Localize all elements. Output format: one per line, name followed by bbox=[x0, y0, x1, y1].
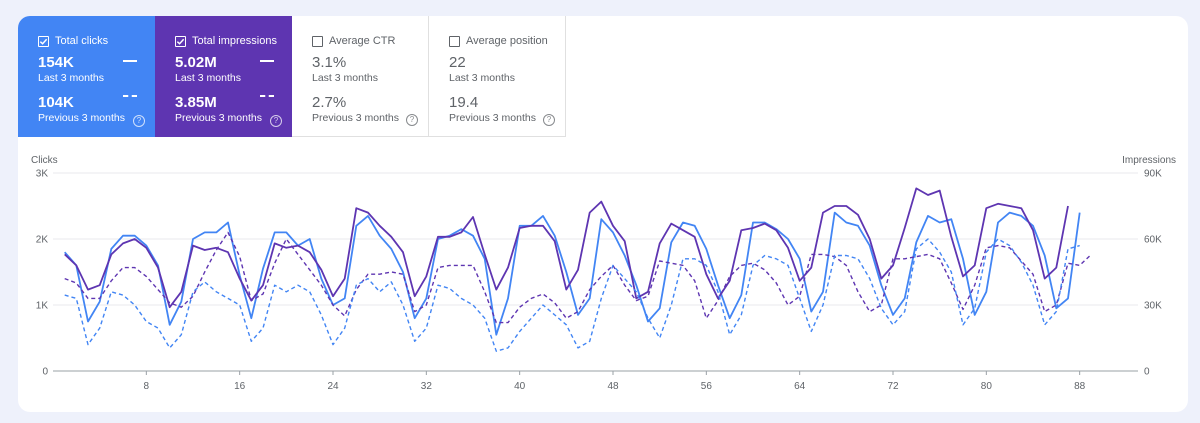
y-ticks-right: 0 30K 60K 90K bbox=[1144, 169, 1162, 378]
checkbox-unchecked-icon[interactable] bbox=[312, 35, 323, 47]
solid-line-legend-icon bbox=[260, 60, 274, 62]
checkbox-unchecked-icon[interactable] bbox=[449, 35, 460, 47]
x-tick-label: 80 bbox=[981, 381, 993, 392]
grid-lines bbox=[53, 172, 1138, 372]
series-line-total-clicks-previous bbox=[64, 238, 1080, 352]
checkbox-checked-icon[interactable] bbox=[38, 35, 49, 47]
y-tick-label-left: 3K bbox=[36, 169, 49, 180]
y-tick-label-left: 1K bbox=[36, 301, 49, 312]
metric-previous-value: 2.7% bbox=[312, 94, 347, 111]
chart-svg: Clicks Impressions 0 1K 2K 3K 0 30K 60K 90K 8 1… bbox=[31, 155, 1176, 392]
metric-label: Average CTR bbox=[329, 35, 396, 47]
x-tick-label: 48 bbox=[607, 381, 619, 392]
x-ticks: 8 16 24 32 40 48 56 64 72 80 88 bbox=[144, 371, 1086, 392]
metric-previous-value: 19.4 bbox=[449, 94, 479, 111]
metric-current-label: Last 3 months bbox=[449, 72, 515, 84]
help-icon[interactable]: ? bbox=[270, 115, 282, 127]
y-tick-label-left: 0 bbox=[42, 367, 48, 378]
metric-previous-value: 3.85M bbox=[175, 94, 217, 111]
metric-current-value: 5.02M bbox=[175, 54, 217, 71]
x-tick-label: 64 bbox=[794, 381, 806, 392]
metric-previous-value: 104K bbox=[38, 94, 74, 111]
y-tick-label-right: 30K bbox=[1144, 301, 1162, 312]
y-axis-title-left: Clicks bbox=[31, 155, 58, 166]
x-tick-label: 8 bbox=[144, 381, 150, 392]
metric-current-value: 3.1% bbox=[312, 54, 347, 71]
metric-current-value: 22 bbox=[449, 54, 466, 71]
metric-label: Total clicks bbox=[55, 35, 109, 47]
metric-current-label: Last 3 months bbox=[175, 72, 241, 84]
metric-previous-label: Previous 3 months bbox=[38, 112, 125, 124]
metric-previous-label: Previous 3 months bbox=[449, 112, 536, 124]
x-tick-label: 24 bbox=[327, 381, 339, 392]
metric-current-label: Last 3 months bbox=[38, 72, 104, 84]
metric-label: Total impressions bbox=[192, 35, 277, 47]
metric-average-position[interactable]: Average position 22 Last 3 months 19.4 P… bbox=[429, 16, 566, 137]
y-tick-label-right: 90K bbox=[1144, 169, 1162, 180]
y-tick-label-left: 2K bbox=[36, 235, 49, 246]
solid-line-legend-icon bbox=[123, 60, 137, 62]
y-tick-label-right: 0 bbox=[1144, 367, 1150, 378]
metric-tabs: Total clicks 154K Last 3 months 104K Pre… bbox=[18, 16, 566, 137]
checkbox-checked-icon[interactable] bbox=[175, 35, 186, 47]
x-tick-label: 16 bbox=[234, 381, 246, 392]
y-ticks-left: 0 1K 2K 3K bbox=[36, 169, 49, 378]
dashed-line-legend-icon bbox=[123, 95, 137, 97]
metric-average-ctr[interactable]: Average CTR 3.1% Last 3 months 2.7% Prev… bbox=[292, 16, 429, 137]
series-line-total-clicks bbox=[64, 211, 1081, 336]
help-icon[interactable]: ? bbox=[406, 114, 418, 126]
metric-total-clicks[interactable]: Total clicks 154K Last 3 months 104K Pre… bbox=[18, 16, 155, 137]
metric-previous-label: Previous 3 months bbox=[312, 112, 399, 124]
x-tick-label: 72 bbox=[887, 381, 899, 392]
performance-card: Total clicks 154K Last 3 months 104K Pre… bbox=[18, 16, 1188, 412]
y-axis-title-right: Impressions bbox=[1122, 155, 1176, 166]
series-lines bbox=[64, 187, 1092, 352]
series-line-total-impressions bbox=[64, 187, 1069, 309]
x-tick-label: 32 bbox=[421, 381, 433, 392]
series-line-total-impressions-previous bbox=[64, 231, 1092, 324]
performance-chart[interactable]: Clicks Impressions 0 1K 2K 3K 0 30K 60K 90K 8 1… bbox=[18, 146, 1188, 406]
metric-current-value: 154K bbox=[38, 54, 74, 71]
y-tick-label-right: 60K bbox=[1144, 235, 1162, 246]
metric-total-impressions[interactable]: Total impressions 5.02M Last 3 months 3.… bbox=[155, 16, 292, 137]
help-icon[interactable]: ? bbox=[133, 115, 145, 127]
metric-label: Average position bbox=[466, 35, 548, 47]
metric-previous-label: Previous 3 months bbox=[175, 112, 262, 124]
x-tick-label: 56 bbox=[701, 381, 713, 392]
x-tick-label: 40 bbox=[514, 381, 526, 392]
dashed-line-legend-icon bbox=[260, 95, 274, 97]
help-icon[interactable]: ? bbox=[543, 114, 555, 126]
x-tick-label: 88 bbox=[1074, 381, 1086, 392]
metric-current-label: Last 3 months bbox=[312, 72, 378, 84]
